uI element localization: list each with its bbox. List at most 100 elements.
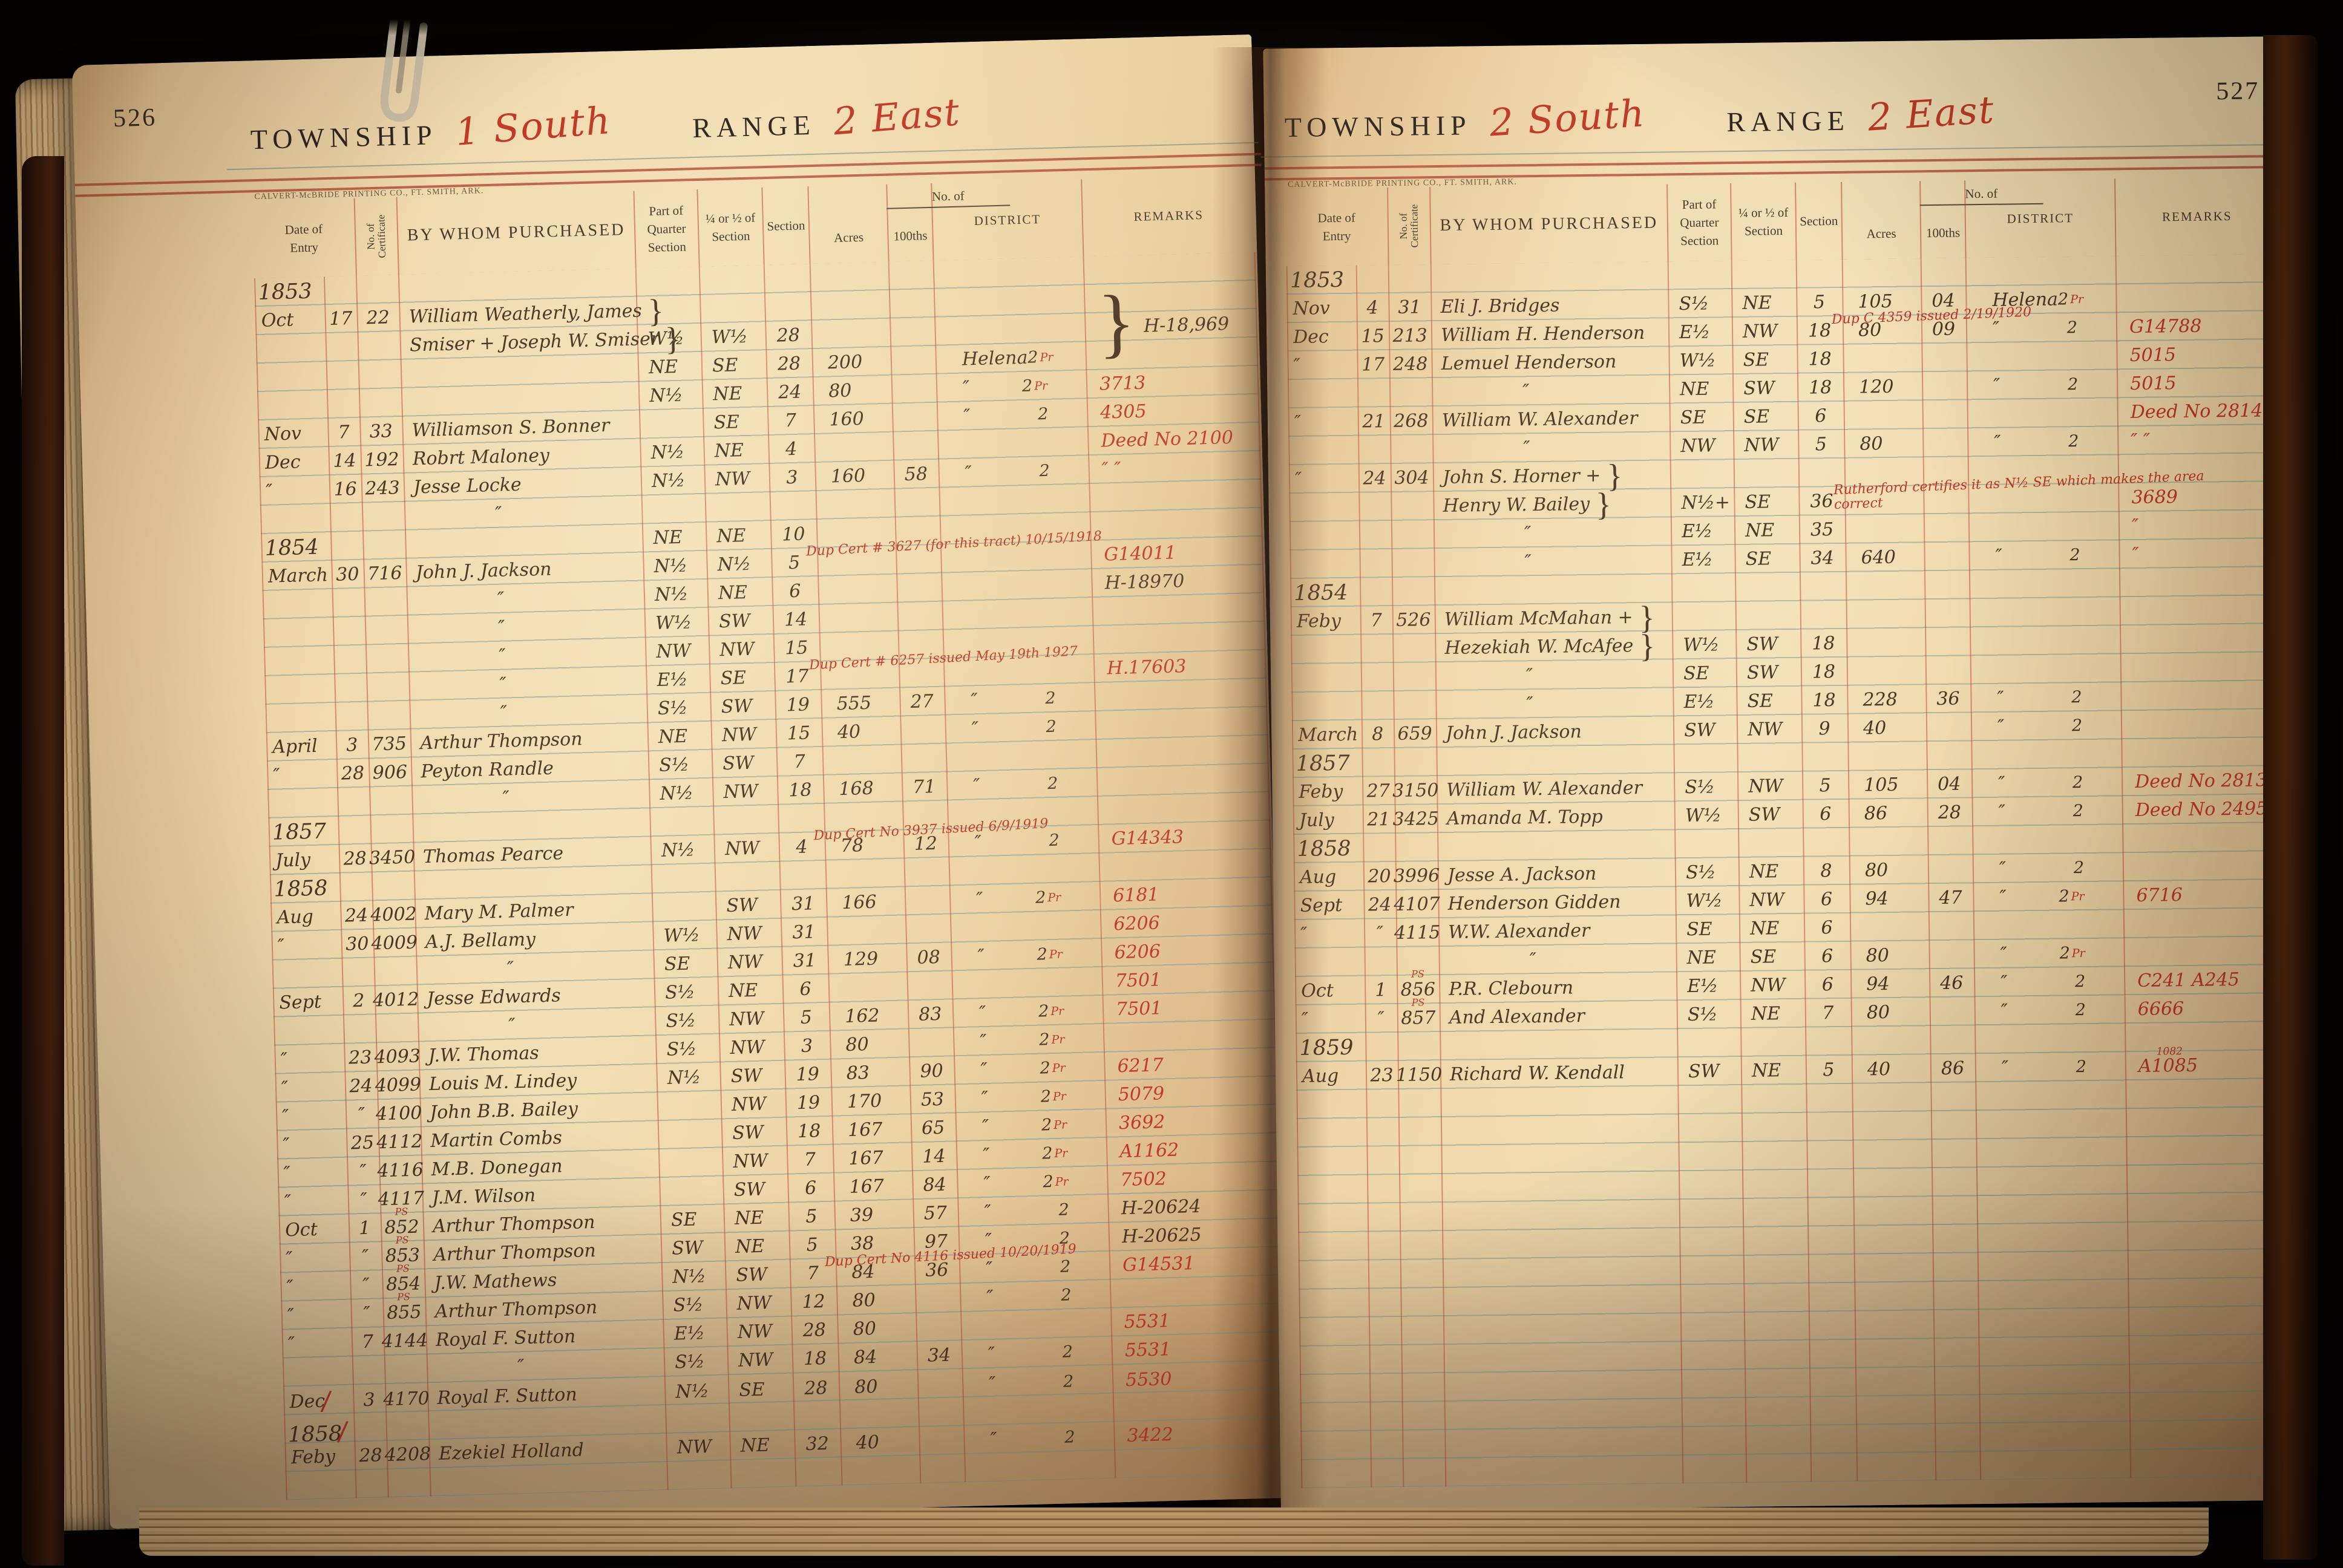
quarter-of-section: W½	[711, 325, 749, 348]
district-value: ″	[963, 405, 971, 427]
part-of-quarter: NE	[658, 725, 688, 748]
cell-entry-day: ″	[1365, 1004, 1398, 1033]
district-number: 2	[2076, 1057, 2087, 1077]
cell-entry-day: 21	[1358, 407, 1391, 436]
cell-entry-day: 27	[1362, 777, 1395, 806]
cell-section-number: 6	[1797, 402, 1844, 431]
section-number: 17	[785, 665, 810, 688]
section-number: 6	[788, 580, 801, 603]
district-value: ″	[983, 1172, 991, 1195]
certificate-number: 4112	[376, 1131, 424, 1154]
acres: 160	[830, 465, 866, 488]
cell-purchaser-name: P.R. Clebourn	[1439, 972, 1677, 1004]
cell-entry-day	[1359, 521, 1392, 550]
quarter-of-section: SW	[722, 752, 755, 775]
entry-day: 30	[345, 933, 369, 955]
cell-district	[934, 313, 1085, 345]
entry-day: 24	[1368, 894, 1392, 916]
acres: 40	[856, 1431, 880, 1454]
district-number: 2	[1037, 945, 1048, 964]
entry-day: 24	[1363, 468, 1386, 489]
entry-month: ″	[286, 1276, 294, 1298]
district-value: ″	[1997, 687, 2004, 709]
cell-entry-day: 7	[351, 1327, 384, 1356]
cell-part-of-quarter: NE	[1669, 374, 1733, 403]
cell-entry-day: 3	[353, 1384, 385, 1416]
district-number: 2	[1041, 1144, 1053, 1163]
remark-value: H.17603	[1106, 656, 1187, 679]
certificate-number: 735	[372, 733, 407, 756]
cell-acres	[839, 1399, 919, 1429]
cell-part-of-quarter: E½	[1676, 972, 1740, 1001]
cell-district: ″ 2 Pr	[953, 1024, 1104, 1056]
purchaser-name: Lemuel Henderson	[1441, 351, 1617, 374]
district-value: ″	[1994, 431, 2001, 453]
cell-entry-month	[263, 589, 333, 619]
cell-part-of-quarter: NE	[637, 352, 701, 382]
cell-certificate-number: 4002	[370, 900, 417, 930]
district-number: 2	[1038, 1002, 1049, 1021]
cell-part-of-quarter: NE	[647, 722, 711, 752]
quarter-of-section: SW	[721, 695, 753, 718]
cell-district	[960, 1308, 1111, 1341]
hundredths: 90	[920, 1060, 944, 1082]
cell-remarks	[2121, 737, 2285, 768]
remark-value: ″	[2132, 543, 2140, 566]
cell-acres: 80	[830, 1029, 909, 1059]
cell-district: Helena 2 Pr	[935, 342, 1086, 374]
cell-entry-day	[1360, 635, 1393, 664]
cell-hundredths	[1922, 400, 1967, 429]
part-of-quarter: E½	[673, 1322, 706, 1345]
cell-part-of-quarter: N½	[643, 580, 707, 610]
entry-day: 2	[352, 990, 365, 1012]
district-number: 2	[2071, 716, 2083, 736]
pr-mark: Pr	[2071, 946, 2085, 960]
ledger-body-left: 1853 Oct 17 22 William Weatherly, James} Smis…	[254, 252, 1288, 1500]
entry-month: ″	[273, 765, 281, 786]
purchaser-name: Amanda M. Topp	[1446, 806, 1603, 829]
certificate-number: 4144	[381, 1330, 428, 1353]
certificate-number: 855	[386, 1301, 422, 1324]
cell-entry-day: 21	[1363, 805, 1395, 834]
cell-quarter-of-section: SW	[721, 1118, 787, 1148]
cell-entry-day: 28	[336, 759, 369, 788]
cell-certificate-number	[1394, 748, 1437, 777]
acres: 167	[848, 1147, 884, 1169]
section-number: 18	[1807, 320, 1832, 342]
acres: 40	[837, 721, 861, 743]
cell-district: ″ 2	[1967, 370, 2117, 400]
ps-mark: PS	[1411, 968, 1424, 980]
part-of-quarter: NE	[1679, 378, 1709, 400]
district-value: ″	[984, 1201, 992, 1223]
remark-value: 3422	[1127, 1424, 1174, 1447]
cell-quarter-of-section: NW	[713, 834, 779, 864]
section-number: 6	[1820, 889, 1833, 910]
cell-section-number: 7	[776, 747, 823, 777]
purchaser-name: John B.B. Bailey	[429, 1098, 578, 1124]
cell-part-of-quarter	[1674, 829, 1738, 858]
section-number: 7	[784, 410, 797, 432]
cell-entry-day	[324, 276, 356, 305]
cell-certificate-number	[1392, 577, 1435, 606]
cell-section-number: 12	[790, 1287, 837, 1317]
cell-entry-day: 7	[1360, 606, 1393, 635]
cell-district	[948, 854, 1099, 886]
section-number: 6	[1821, 974, 1834, 996]
district-number: 2	[1038, 1030, 1050, 1050]
cell-district: ″ 2	[1972, 796, 2123, 826]
acres: 94	[1865, 887, 1889, 910]
cell-quarter-of-section: NE	[1731, 289, 1797, 318]
column-headers: Date of Entry No. of Certificate BY WHOM …	[1285, 177, 2279, 266]
cell-purchaser-name	[1440, 1029, 1677, 1060]
cell-entry-month: ″	[277, 1129, 347, 1160]
entry-day: 3	[363, 1389, 376, 1411]
cell-part-of-quarter	[1677, 1028, 1741, 1057]
quarter-of-section: NE	[1749, 918, 1780, 939]
hundredths: 57	[923, 1202, 948, 1224]
district-value: ″	[972, 775, 981, 797]
section-number: 24	[778, 381, 802, 403]
cell-certificate-number: 22	[356, 303, 399, 333]
cell-acres	[818, 575, 897, 605]
cell-purchaser-name: Amanda M. Topp	[1437, 802, 1675, 833]
cell-quarter-of-section	[1734, 459, 1799, 488]
